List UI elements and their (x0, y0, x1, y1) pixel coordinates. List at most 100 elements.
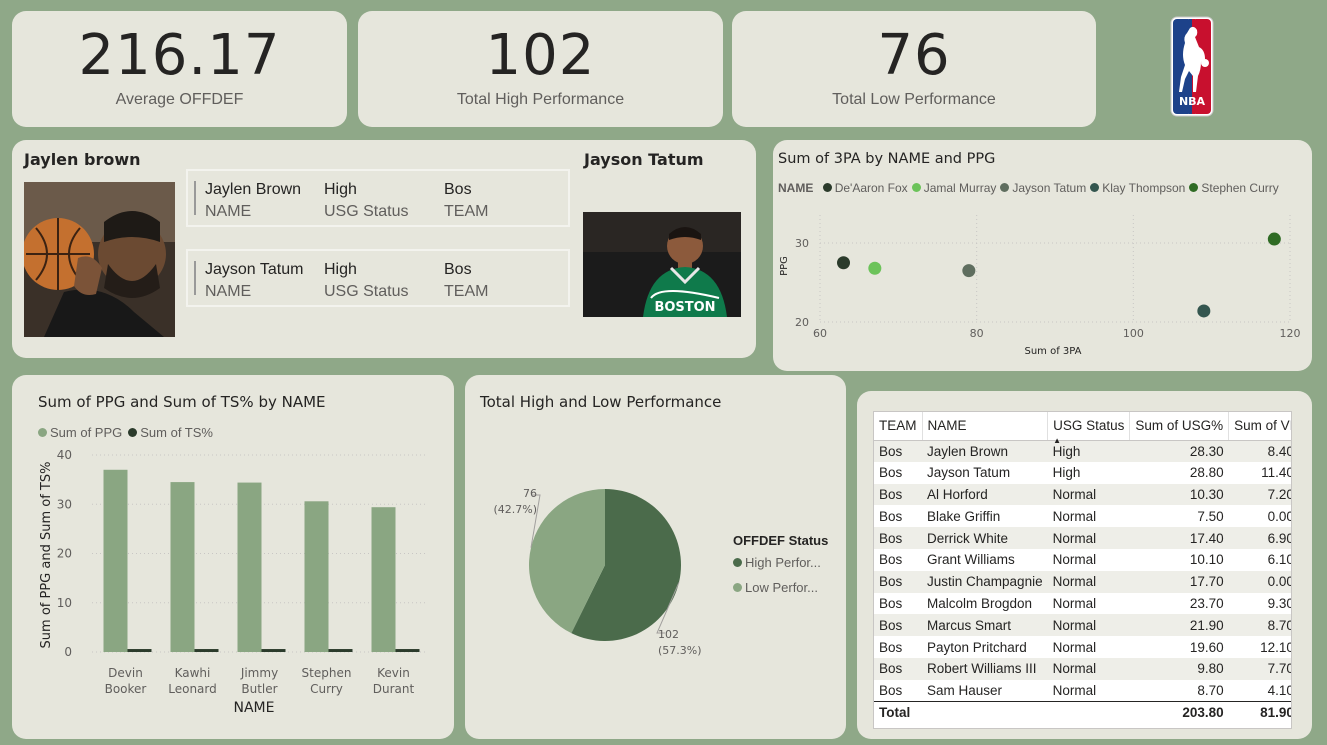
table-cell: Sam Hauser (927, 682, 1003, 698)
bar-x-tick: Stephen (302, 666, 352, 680)
pie-legend-item[interactable]: High Perfor... (733, 555, 821, 570)
table-cell: High (1052, 465, 1081, 481)
pie-legend-title: OFFDEF Status (733, 533, 829, 548)
table-total-cell (1047, 701, 1130, 724)
kpi-card-total-high-performance: 102 Total High Performance (358, 11, 723, 127)
scatter-point[interactable] (962, 264, 976, 278)
player-stats-table[interactable]: TEAM NAME USG Status ▲ Sum of USG% Sum of… (873, 411, 1292, 729)
scatter-legend-item[interactable]: Jamal Murray (911, 181, 996, 195)
table-cell: Bos (874, 570, 923, 593)
scatter-point[interactable] (868, 261, 882, 275)
col-header-sum-usg[interactable]: Sum of USG% (1129, 412, 1230, 441)
pie-slice[interactable] (571, 489, 681, 641)
scatter-legend-label: Klay Thompson (1102, 181, 1186, 195)
table-cell: Normal (1047, 657, 1130, 680)
pie-legend-item[interactable]: Low Perfor... (733, 580, 821, 595)
bar-ppg[interactable] (371, 507, 396, 652)
pie-plot: 76 (42.7%) 102 (57.3%) (493, 487, 701, 657)
col-header-sum-vi[interactable]: Sum of VI (1228, 412, 1291, 441)
table-cell: 9.80 (1129, 657, 1229, 680)
table-cell: Bos (874, 483, 923, 506)
table-row[interactable]: Bos Blake Griffin Normal 7.50 0.00 (874, 505, 1291, 527)
table-row[interactable]: Bos Jayson Tatum High 28.80 11.40 (874, 462, 1291, 484)
bar-x-tick: Leonard (168, 682, 217, 696)
table-cell: Normal (1052, 508, 1097, 524)
col-header-team[interactable]: TEAM (874, 412, 923, 441)
bar-chart-card: Sum of PPG and Sum of TS% by NAME Sum of… (12, 375, 454, 739)
table-row[interactable]: Bos Marcus Smart Normal 21.90 8.70 (874, 614, 1291, 637)
col-header-name[interactable]: NAME (922, 412, 1049, 441)
scatter-y-tick: 30 (795, 237, 809, 250)
table-cell: Normal (1052, 552, 1097, 568)
kpi-value: 102 (485, 23, 596, 88)
pie-slice[interactable] (528, 489, 605, 634)
col-header-usg-status[interactable]: USG Status ▲ (1047, 412, 1131, 445)
kpi-label: Total Low Performance (832, 91, 996, 108)
scatter-x-tick: 120 (1280, 327, 1301, 340)
table-cell: Payton Pritchard (927, 639, 1027, 655)
bar-x-tick: Jimmy (240, 666, 278, 680)
bar-y-tick: 30 (57, 497, 72, 511)
bar-ppg[interactable] (170, 482, 195, 652)
bar-x-tick: Booker (105, 682, 147, 696)
bar-ts[interactable] (261, 649, 286, 652)
bar-ppg[interactable] (304, 501, 329, 652)
table-row[interactable]: Bos Robert Williams III Normal 9.80 7.70 (874, 657, 1291, 680)
bar-ts[interactable] (127, 649, 152, 652)
bar-legend-item[interactable]: Sum of PPG (38, 425, 122, 440)
bar-legend: Sum of PPG Sum of TS% (38, 425, 219, 440)
scatter-x-axis-label: Sum of 3PA (1024, 346, 1081, 357)
table-cell: 4.10 (1267, 682, 1292, 698)
scatter-legend-item[interactable]: De'Aaron Fox (822, 181, 908, 195)
kpi-card-total-low-performance: 76 Total Low Performance (732, 11, 1096, 127)
pie-label-value: 102 (658, 628, 679, 641)
bar-legend-label: Sum of PPG (50, 425, 123, 440)
bar-y-axis-label: Sum of PPG and Sum of TS% (39, 462, 54, 649)
scatter-legend-item[interactable]: Klay Thompson (1090, 181, 1185, 195)
card-accent-bar (194, 181, 196, 215)
table-total-cell: 203.80 (1129, 701, 1229, 724)
table-cell: 10.30 (1129, 483, 1229, 506)
table-row[interactable]: Bos Sam Hauser Normal 8.70 4.10 (874, 680, 1292, 702)
bar-ppg[interactable] (237, 482, 262, 652)
table-row[interactable]: Bos Justin Champagnie Normal 17.70 0.00 (874, 570, 1291, 593)
scatter-legend-item[interactable]: Stephen Curry (1189, 181, 1279, 195)
scatter-point[interactable] (1197, 304, 1211, 318)
nba-logo-text: NBA (1178, 95, 1206, 108)
bar-y-tick: 20 (57, 547, 72, 561)
sort-ascending-icon: ▲ (1053, 436, 1062, 445)
jayson-tatum-photo: BOSTON (583, 212, 741, 317)
svg-text:BOSTON: BOSTON (654, 300, 715, 315)
table-row[interactable]: Bos Al Horford Normal 10.30 7.20 (874, 483, 1291, 506)
table-cell: 21.90 (1129, 614, 1229, 637)
card-name-label: NAME (205, 283, 252, 300)
scatter-point[interactable] (1267, 232, 1281, 246)
table-cell: Bos (879, 508, 903, 524)
card-usg-value: High (324, 181, 357, 198)
scatter-point[interactable] (837, 256, 850, 270)
table-row[interactable]: Bos Malcolm Brogdon Normal 23.70 9.30 (874, 593, 1292, 615)
bar-ts[interactable] (194, 649, 219, 652)
bar-ts[interactable] (395, 649, 420, 652)
table-row[interactable]: Bos Derrick White Normal 17.40 6.90 (874, 527, 1291, 549)
table-total-cell: 81.90 (1228, 701, 1291, 724)
table-cell: Bos (879, 682, 903, 698)
table-cell: 23.70 (1189, 595, 1224, 611)
table-cell: 9.30 (1267, 595, 1292, 611)
scatter-plot: 60 80 100 120 20 30 Sum of 3PA PPG (779, 215, 1301, 357)
table-cell: Bos (879, 595, 903, 611)
bar-x-tick: Kawhi (175, 666, 211, 680)
card-accent-bar (194, 261, 196, 295)
bar-ppg[interactable] (103, 469, 128, 652)
table-row[interactable]: Bos Jaylen Brown High 28.30 8.40 (874, 440, 1291, 462)
left-player-title: Jaylen brown (24, 150, 141, 169)
bar-legend-label: Sum of TS% (140, 425, 213, 440)
table-row[interactable]: Bos Grant Williams Normal 10.10 6.10 (874, 549, 1291, 571)
bar-ts[interactable] (328, 649, 353, 652)
table-row[interactable]: Bos Payton Pritchard Normal 19.60 12.10 (874, 636, 1291, 658)
table-cell: Derrick White (922, 527, 1048, 549)
card-team-value: Bos (444, 181, 472, 198)
bar-legend-item[interactable]: Sum of TS% (128, 425, 213, 440)
scatter-legend-label: Jayson Tatum (1012, 181, 1087, 195)
scatter-legend-item[interactable]: Jayson Tatum (1000, 181, 1086, 195)
